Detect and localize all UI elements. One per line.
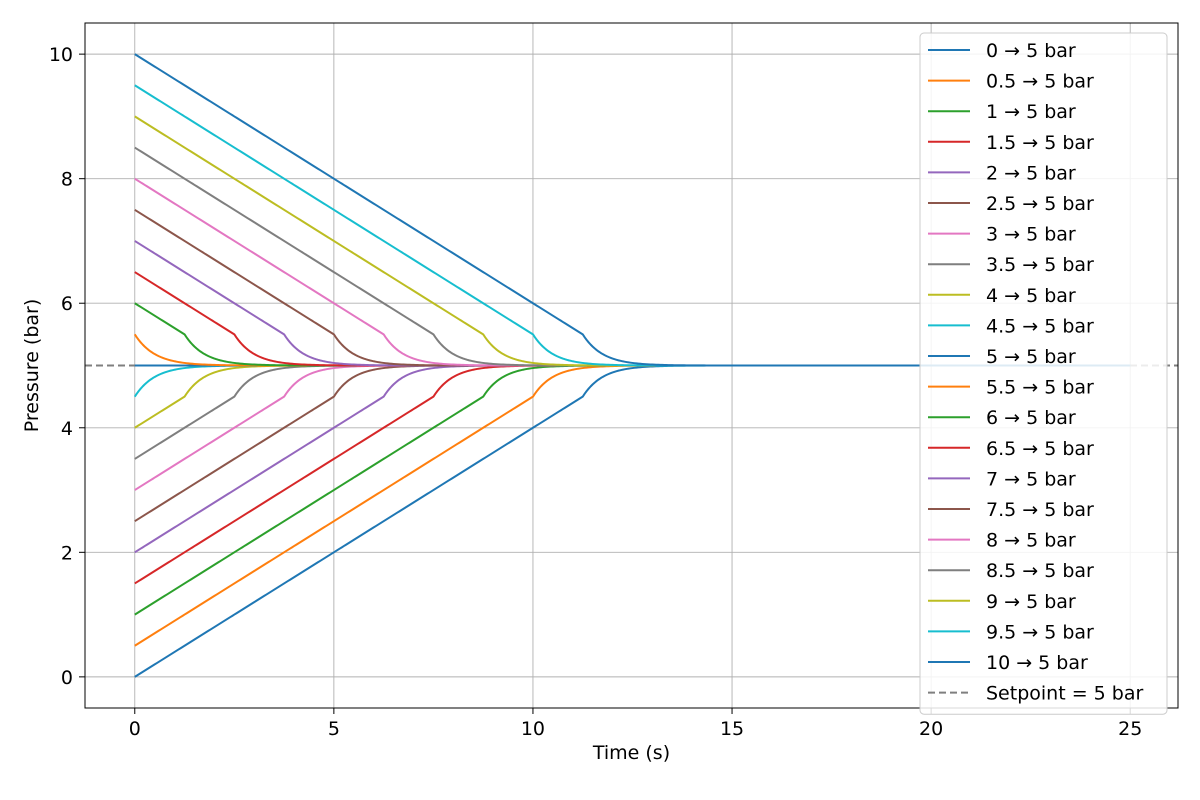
legend-label: 0.5 → 5 bar [986, 71, 1094, 93]
legend-label: 1 → 5 bar [986, 101, 1076, 123]
axis-ticks: 0 5 10 15 20 25 0 2 4 6 8 10 [49, 44, 1142, 740]
y-tick-label: 2 [61, 542, 73, 564]
legend-label: 3.5 → 5 bar [986, 254, 1094, 276]
legend-label: 8.5 → 5 bar [986, 560, 1094, 582]
x-tick-label: 15 [720, 718, 744, 740]
legend-label: 10 → 5 bar [986, 652, 1088, 674]
x-tick-label: 25 [1118, 718, 1142, 740]
x-tick-label: 20 [919, 718, 943, 740]
legend-label: 5 → 5 bar [986, 346, 1076, 368]
legend-label: 2.5 → 5 bar [986, 193, 1094, 215]
legend-label: Setpoint = 5 bar [986, 683, 1143, 705]
y-tick-label: 0 [61, 667, 73, 689]
y-tick-label: 6 [61, 293, 73, 315]
legend-label: 4.5 → 5 bar [986, 315, 1094, 337]
legend-label: 6 → 5 bar [986, 407, 1076, 429]
legend-label: 3 → 5 bar [986, 224, 1076, 246]
series-lines [133, 53, 1131, 678]
plot-frame [84, 22, 1179, 709]
x-tick-label: 10 [521, 718, 545, 740]
legend-label: 1.5 → 5 bar [986, 132, 1094, 154]
y-tick-label: 4 [61, 418, 73, 440]
y-tick-label: 10 [49, 44, 73, 66]
legend-label: 4 → 5 bar [986, 285, 1076, 307]
x-tick-label: 0 [129, 718, 141, 740]
y-tick-label: 8 [61, 169, 73, 191]
legend: 0 → 5 bar 0.5 → 5 bar 1 → 5 bar 1.5 → 5 bar… [919, 32, 1168, 715]
legend-label: 2 → 5 bar [986, 162, 1076, 184]
x-tick-label: 5 [328, 718, 340, 740]
legend-label: 7 → 5 bar [986, 468, 1076, 490]
legend-label: 9.5 → 5 bar [986, 621, 1094, 643]
y-axis-label: Pressure (bar) [21, 299, 43, 433]
x-axis-label: Time (s) [592, 742, 670, 764]
legend-box [919, 32, 1168, 715]
legend-label: 6.5 → 5 bar [986, 438, 1094, 460]
legend-label: 5.5 → 5 bar [986, 377, 1094, 399]
legend-label: 0 → 5 bar [986, 40, 1076, 62]
legend-label: 8 → 5 bar [986, 530, 1076, 552]
legend-label: 7.5 → 5 bar [986, 499, 1094, 521]
legend-label: 9 → 5 bar [986, 591, 1076, 613]
